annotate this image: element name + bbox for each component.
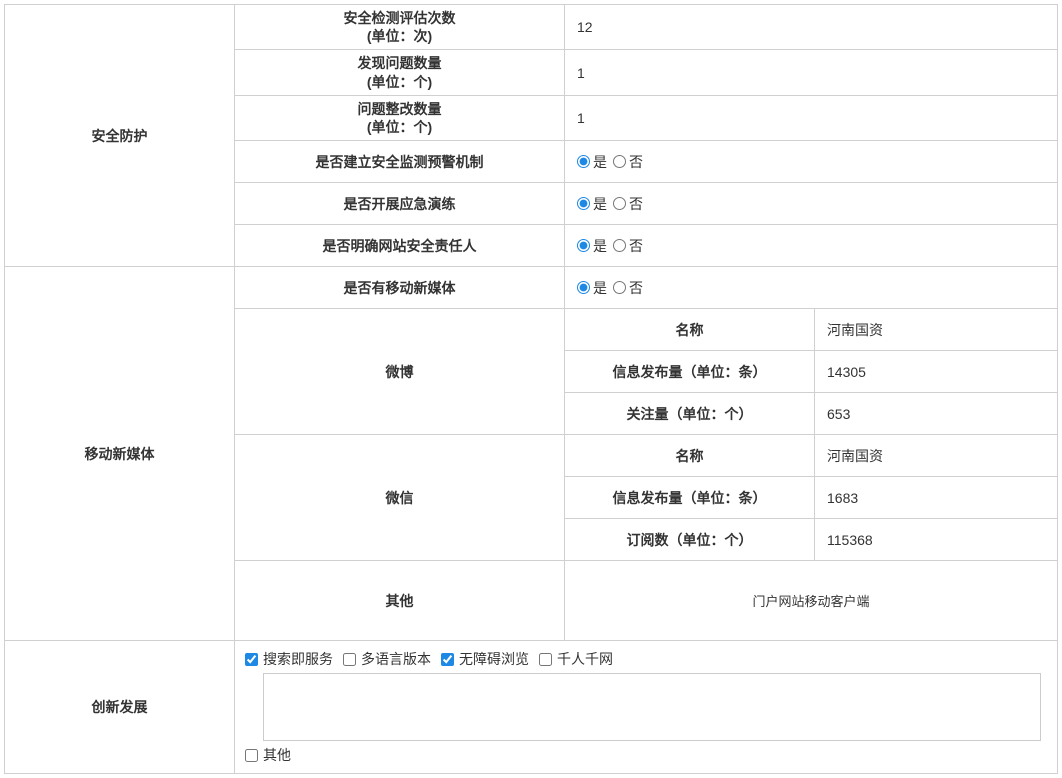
wechat-name-label: 名称	[565, 435, 815, 477]
has-media-yes-option[interactable]: 是	[577, 278, 607, 298]
responsible-yes-option[interactable]: 是	[577, 236, 607, 256]
row-responsible-label: 是否明确网站安全责任人	[235, 225, 565, 267]
weibo-publish-label: 信息发布量（单位：条）	[565, 351, 815, 393]
monitoring-radio-group: 是 否	[577, 152, 643, 172]
wechat-subscribe-label: 订阅数（单位：个）	[565, 519, 815, 561]
main-table: 安全防护 安全检测评估次数 (单位：次) 12 发现问题数量 (单位：个) 1 …	[4, 4, 1058, 774]
mobile-other-label: 其他	[235, 561, 565, 641]
drill-radio-group: 是 否	[577, 194, 643, 214]
weibo-label: 微博	[235, 309, 565, 435]
drill-no-option[interactable]: 否	[613, 194, 643, 214]
drill-yes-option[interactable]: 是	[577, 194, 607, 214]
row-assessment-count-label: 安全检测评估次数 (单位：次)	[235, 5, 565, 50]
wechat-subscribe-value: 115368	[815, 519, 1058, 561]
checkbox-search-service-input[interactable]	[245, 653, 258, 666]
checkbox-multilingual[interactable]: 多语言版本	[343, 649, 431, 669]
weibo-name-value: 河南国资	[815, 309, 1058, 351]
weibo-follow-label: 关注量（单位：个）	[565, 393, 815, 435]
wechat-name-value: 河南国资	[815, 435, 1058, 477]
wechat-label: 微信	[235, 435, 565, 561]
responsible-no-option[interactable]: 否	[613, 236, 643, 256]
innovation-checkbox-row: 搜索即服务 多语言版本 无障碍浏览 千人千网	[245, 649, 1047, 669]
checkbox-multilingual-input[interactable]	[343, 653, 356, 666]
row-issues-found-value: 1	[565, 50, 1058, 95]
row-has-media-label: 是否有移动新媒体	[235, 267, 565, 309]
row-assessment-count-value: 12	[565, 5, 1058, 50]
section-mobile-media-label: 移动新媒体	[5, 267, 235, 641]
checkbox-other-input[interactable]	[245, 749, 258, 762]
checkbox-accessible-input[interactable]	[441, 653, 454, 666]
mobile-other-value: 门户网站移动客户端	[565, 561, 1058, 641]
responsible-no-radio[interactable]	[613, 239, 626, 252]
wechat-publish-label: 信息发布量（单位：条）	[565, 477, 815, 519]
drill-yes-radio[interactable]	[577, 197, 590, 210]
checkbox-thousand-net[interactable]: 千人千网	[539, 649, 613, 669]
has-media-radio-group: 是 否	[577, 278, 643, 298]
row-issues-fixed-value: 1	[565, 95, 1058, 140]
row-monitoring-label: 是否建立安全监测预警机制	[235, 141, 565, 183]
responsible-radio-group: 是 否	[577, 236, 643, 256]
weibo-publish-value: 14305	[815, 351, 1058, 393]
row-issues-fixed-label: 问题整改数量 (单位：个)	[235, 95, 565, 140]
section-innovation-label: 创新发展	[5, 641, 235, 774]
monitoring-yes-radio[interactable]	[577, 155, 590, 168]
checkbox-accessible[interactable]: 无障碍浏览	[441, 649, 529, 669]
checkbox-search-service[interactable]: 搜索即服务	[245, 649, 333, 669]
innovation-other-textarea[interactable]	[263, 673, 1041, 741]
weibo-follow-value: 653	[815, 393, 1058, 435]
row-drill-label: 是否开展应急演练	[235, 183, 565, 225]
checkbox-other[interactable]: 其他	[245, 745, 291, 765]
responsible-yes-radio[interactable]	[577, 239, 590, 252]
wechat-publish-value: 1683	[815, 477, 1058, 519]
row-issues-found-label: 发现问题数量 (单位：个)	[235, 50, 565, 95]
weibo-name-label: 名称	[565, 309, 815, 351]
has-media-yes-radio[interactable]	[577, 281, 590, 294]
has-media-no-option[interactable]: 否	[613, 278, 643, 298]
monitoring-no-radio[interactable]	[613, 155, 626, 168]
drill-no-radio[interactable]	[613, 197, 626, 210]
monitoring-yes-option[interactable]: 是	[577, 152, 607, 172]
innovation-cell: 搜索即服务 多语言版本 无障碍浏览 千人千网	[235, 641, 1058, 774]
has-media-no-radio[interactable]	[613, 281, 626, 294]
section-security-label: 安全防护	[5, 5, 235, 267]
monitoring-no-option[interactable]: 否	[613, 152, 643, 172]
checkbox-thousand-net-input[interactable]	[539, 653, 552, 666]
